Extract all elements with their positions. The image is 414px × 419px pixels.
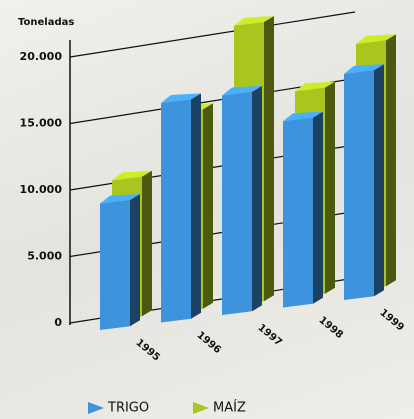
y-tick-label: 10.000 <box>20 183 63 196</box>
bar-top <box>344 64 384 74</box>
bar-front <box>161 99 191 323</box>
bar-front <box>283 117 313 308</box>
legend-label: MAÍZ <box>213 400 246 416</box>
bar <box>283 111 323 308</box>
bar-top <box>356 34 396 44</box>
bar-side <box>130 193 140 327</box>
y-tick-label: 5.000 <box>27 250 62 263</box>
bar-side <box>374 64 384 297</box>
bar-top <box>112 170 152 181</box>
bar-side <box>325 81 335 294</box>
bar-front <box>344 70 374 300</box>
bar <box>222 85 262 315</box>
x-tick-label: 1996 <box>194 330 222 356</box>
bar-top <box>234 16 274 26</box>
legend-swatch <box>88 402 104 414</box>
grid-line <box>69 11 356 58</box>
bar-side <box>191 93 201 319</box>
y-tick-label: 0 <box>54 316 62 329</box>
legend-label: TRIGO <box>107 401 149 416</box>
x-tick-label: 1998 <box>316 315 344 341</box>
bar <box>100 193 140 330</box>
y-tick-label: 15.000 <box>20 117 63 130</box>
bar-side <box>142 170 152 317</box>
bar-top <box>222 85 262 96</box>
y-axis-title: Toneladas <box>18 17 74 28</box>
bar <box>344 64 384 300</box>
x-tick-label: 1997 <box>255 322 283 348</box>
x-tick-label: 1995 <box>133 337 161 363</box>
bar-front <box>100 199 130 330</box>
bar-top <box>100 193 140 204</box>
bar-side <box>252 85 262 312</box>
legend-swatch <box>193 402 209 414</box>
bar-side <box>264 16 274 302</box>
bar-front <box>222 91 252 315</box>
bar-side <box>313 111 323 304</box>
bar-top <box>161 93 201 104</box>
x-tick-label: 1999 <box>377 307 405 333</box>
bar-top <box>283 111 323 122</box>
y-tick-label: 20.000 <box>20 50 63 63</box>
bar-side <box>203 103 213 309</box>
bar-top <box>295 81 335 92</box>
bar-side <box>386 34 396 287</box>
bar <box>161 93 201 323</box>
